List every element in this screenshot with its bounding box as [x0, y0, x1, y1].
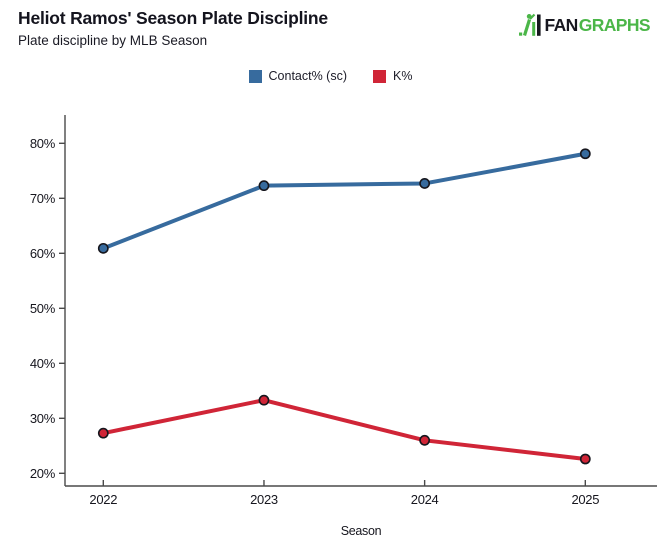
fangraphs-logo: FAN GRAPHS: [518, 13, 651, 37]
page-subtitle: Plate discipline by MLB Season: [18, 33, 208, 48]
y-tick-label-80: 80%: [30, 136, 56, 151]
x-tick-label-2025: 2025: [571, 492, 599, 507]
data-point-k-2024[interactable]: [419, 434, 431, 446]
legend-label-contact: Contact% (sc): [268, 69, 348, 83]
series-line-k: [101, 398, 588, 461]
x-tick-label-2022: 2022: [89, 492, 117, 507]
legend-label-k: K%: [393, 69, 413, 83]
logo-text-graphs: GRAPHS: [578, 15, 651, 35]
data-point-contact-sc-2025[interactable]: [579, 148, 591, 160]
y-tick-label-20: 20%: [30, 466, 56, 481]
series-line-contact-sc: [101, 151, 588, 251]
y-tick-label-70: 70%: [30, 191, 56, 206]
data-point-k-2025[interactable]: [579, 453, 591, 465]
data-point-k-2023[interactable]: [258, 394, 270, 406]
data-point-k-2022[interactable]: [97, 427, 109, 439]
y-tick-label-60: 60%: [30, 246, 56, 261]
chart-legend: Contact% (sc) K%: [0, 69, 661, 83]
y-tick-label-40: 40%: [30, 356, 56, 371]
x-tick-label-2023: 2023: [250, 492, 278, 507]
data-point-contact-sc-2022[interactable]: [97, 242, 109, 254]
legend-swatch-contact: [248, 69, 262, 83]
page-title: Heliot Ramos' Season Plate Discipline: [18, 8, 328, 28]
y-tick-label-50: 50%: [30, 301, 56, 316]
data-point-contact-sc-2024[interactable]: [419, 178, 431, 189]
x-tick-label-2024: 2024: [411, 492, 439, 507]
data-point-contact-sc-2023[interactable]: [258, 180, 270, 192]
fangraphs-batter-icon: [518, 13, 544, 37]
logo-text-fan: FAN: [544, 15, 579, 35]
y-tick-label-30: 30%: [30, 411, 56, 426]
legend-item-contact[interactable]: Contact% (sc): [248, 69, 348, 83]
x-axis-title: Season: [341, 524, 382, 538]
legend-item-k[interactable]: K%: [373, 69, 412, 83]
legend-swatch-k: [373, 69, 387, 83]
